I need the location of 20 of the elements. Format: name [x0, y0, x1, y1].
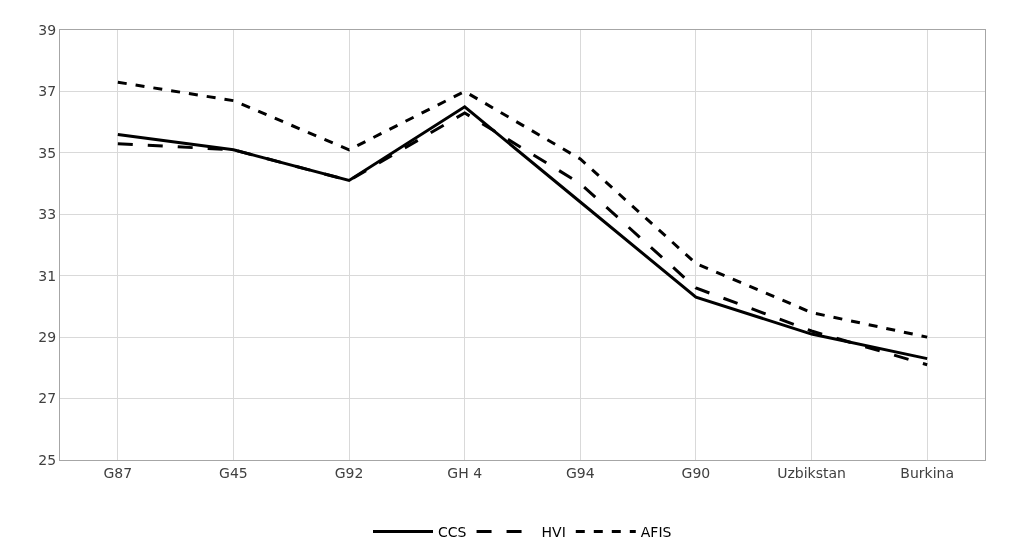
line-series [116, 80, 929, 339]
x-tick-label: GH 4 [447, 464, 483, 481]
y-tick-label: 37 [38, 83, 57, 100]
y-tick-label: 33 [38, 206, 57, 223]
x-tick-label: Uzbikstan [777, 464, 846, 481]
x-tick-label: G87 [103, 464, 133, 481]
x-tick-label: Burkina [900, 464, 955, 481]
y-tick-label: 29 [38, 329, 57, 346]
x-tick-label: G92 [334, 464, 364, 481]
y-tick-label: 35 [38, 144, 57, 161]
y-tick-label: 39 [38, 21, 57, 38]
y-tick-label: 25 [38, 451, 57, 468]
y-tick-label: 31 [38, 267, 57, 284]
x-tick-label: G90 [681, 464, 711, 481]
legend-label: CCS [438, 523, 467, 540]
legend-label: HVI [541, 523, 566, 540]
x-tick-label: G45 [219, 464, 248, 481]
x-tick-label: G94 [565, 464, 595, 481]
y-tick-label: 27 [38, 390, 57, 407]
legend-label: AFIS [640, 523, 672, 540]
